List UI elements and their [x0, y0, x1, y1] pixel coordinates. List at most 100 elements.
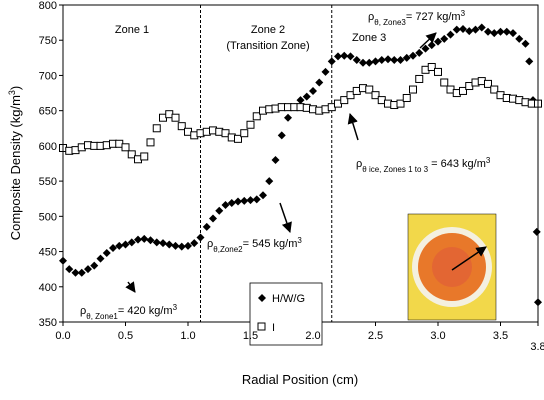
point	[402, 53, 411, 62]
point	[365, 58, 374, 67]
y-tick-label: 750	[39, 35, 57, 47]
legend: H/W/G I	[249, 282, 323, 346]
point	[71, 268, 80, 277]
point	[484, 27, 492, 36]
point	[127, 238, 136, 247]
point	[96, 254, 105, 263]
point	[240, 196, 249, 205]
point	[427, 62, 436, 71]
y-axis-title: Composite Density (kg/m3)	[7, 86, 23, 241]
legend-label: I	[272, 322, 275, 334]
point	[490, 85, 499, 94]
point	[252, 112, 261, 121]
point	[415, 74, 424, 83]
point	[227, 198, 236, 207]
point	[140, 234, 149, 243]
y-tick-label: 650	[39, 106, 57, 118]
point	[390, 55, 399, 64]
point	[340, 51, 349, 60]
point	[340, 96, 349, 105]
point	[240, 129, 249, 138]
point	[190, 239, 199, 248]
annotation-text: = 643 kg/m	[428, 158, 486, 170]
point	[90, 261, 99, 270]
point	[271, 155, 280, 164]
point	[109, 244, 117, 253]
y-tick-label: 350	[39, 317, 57, 329]
point	[152, 238, 161, 247]
point	[421, 44, 430, 53]
point	[234, 134, 242, 143]
point	[465, 27, 474, 36]
annotation-text: = 727 kg/m	[406, 11, 461, 23]
point	[459, 86, 467, 95]
x-tick-label: 0.5	[118, 330, 133, 342]
legend-label: H/W/G	[272, 293, 305, 305]
annotation: ρθ ice, Zones 1 to 3 = 643 kg/m3	[356, 156, 491, 174]
point	[484, 79, 492, 88]
point	[459, 24, 467, 33]
point	[77, 268, 86, 277]
point	[327, 57, 336, 66]
point	[252, 195, 261, 204]
point	[246, 196, 255, 205]
x-tick-label: 2.5	[368, 330, 383, 342]
annotation-text: = 420 kg/m	[118, 305, 173, 317]
point	[127, 150, 136, 159]
x-tick-label: 3.0	[430, 330, 445, 342]
x-tick-label: 3.5	[493, 330, 508, 342]
arrow	[279, 202, 292, 233]
arrow	[419, 32, 437, 49]
point	[302, 92, 311, 101]
x-tick-label: 1.0	[180, 330, 195, 342]
point	[102, 248, 111, 257]
point	[234, 197, 242, 206]
y-tick-label: 700	[39, 70, 57, 82]
annotation-sub: θ, Zone3	[374, 18, 406, 27]
point	[277, 131, 286, 140]
point	[396, 55, 405, 64]
point	[65, 265, 74, 274]
y-tick-label: 500	[39, 211, 57, 223]
annotation-symbol: ρ	[207, 238, 213, 250]
point	[284, 113, 292, 122]
annotation-sup: 3	[173, 303, 178, 312]
point	[184, 241, 192, 250]
y-axis-title-end: )	[8, 86, 23, 90]
y-tick-label: 600	[39, 141, 57, 153]
y-tick-label: 550	[39, 176, 57, 188]
point	[221, 201, 230, 210]
x-tick-label: 0.0	[55, 330, 70, 342]
annotation-sub: θ ice, Zones 1 to 3	[362, 165, 428, 174]
point	[359, 58, 367, 67]
point	[296, 96, 305, 105]
point	[165, 240, 174, 249]
point	[146, 236, 155, 245]
annotation-sub: θ,Zone2	[213, 245, 243, 254]
y-axis-title-main: Composite Density (kg/m	[8, 95, 23, 240]
point	[177, 242, 186, 251]
point	[115, 241, 124, 250]
annotation-symbol: ρ	[80, 305, 86, 317]
point	[525, 57, 534, 66]
legend-box	[249, 282, 323, 346]
point	[209, 214, 217, 223]
inset-photo	[407, 213, 497, 321]
point	[196, 233, 205, 242]
point	[221, 129, 230, 138]
arrow	[451, 246, 487, 271]
point	[202, 222, 211, 231]
point	[490, 29, 499, 38]
point	[409, 85, 417, 94]
point	[177, 122, 186, 131]
point	[521, 39, 530, 48]
point	[377, 55, 386, 64]
point	[509, 29, 517, 38]
x-tick-label: 1.5	[243, 330, 258, 342]
legend-marker	[258, 294, 266, 302]
annotation-text: = 545 kg/m	[243, 238, 298, 250]
point	[259, 191, 267, 200]
point	[140, 152, 149, 161]
point	[265, 177, 274, 186]
